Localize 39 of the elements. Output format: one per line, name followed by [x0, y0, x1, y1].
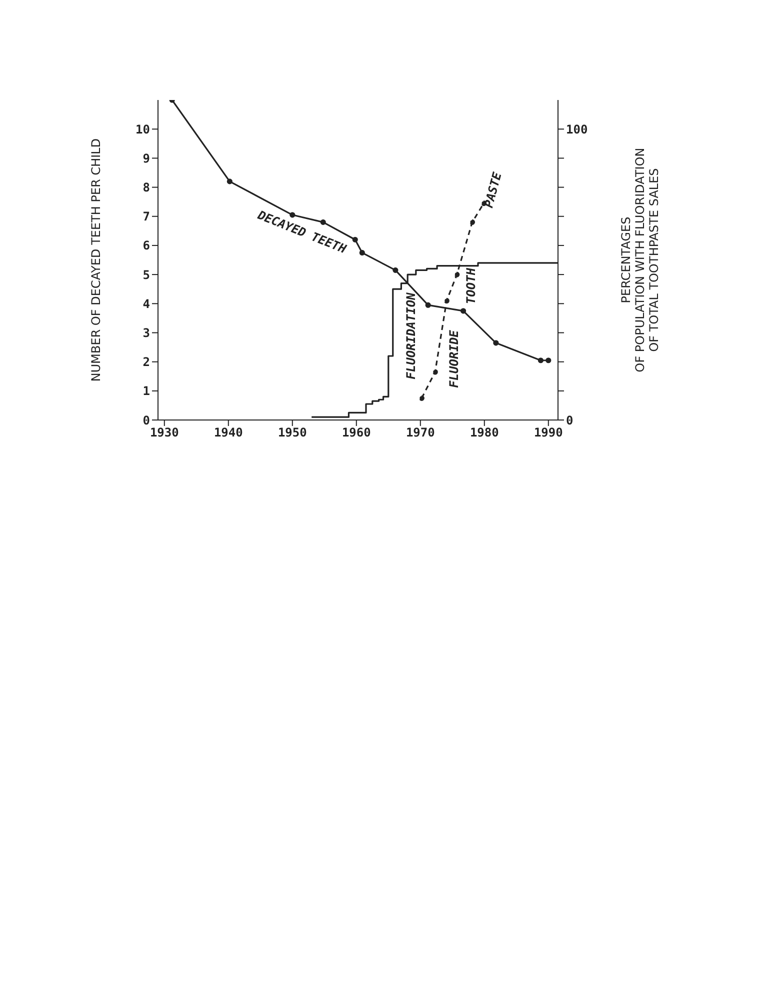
y-tick-label: 5 — [142, 268, 150, 282]
y-tick-label: 6 — [142, 238, 150, 253]
text: FLUORIDE TOOTH PASTE — [446, 170, 504, 388]
y2-tick-label: 0 — [566, 413, 574, 428]
point — [454, 272, 460, 278]
point — [352, 236, 358, 242]
x-tick-label: 1950 — [278, 426, 307, 440]
point — [392, 267, 398, 273]
y-tick-label: 0 — [142, 413, 150, 428]
y-tick-label: 10 — [136, 122, 150, 136]
point — [320, 219, 326, 225]
point — [538, 358, 544, 364]
x-tick-label: 1990 — [534, 426, 563, 440]
point — [546, 358, 552, 364]
text: FLUORIDATION — [404, 292, 418, 379]
x-tick-label: 1970 — [406, 426, 435, 440]
y-tick-label: 2 — [142, 355, 150, 370]
point — [425, 302, 431, 308]
y-tick-label: 4 — [142, 296, 150, 311]
y-tick-label: 9 — [142, 151, 150, 166]
y2-tick-label: 100 — [566, 122, 588, 136]
x-tick-label: 1980 — [470, 426, 499, 440]
y-tick-label: 8 — [142, 180, 150, 195]
x-tick-label: 1940 — [214, 426, 243, 440]
y-tick-label: 7 — [142, 210, 150, 224]
point — [469, 219, 476, 225]
x-tick-label: 1960 — [342, 426, 371, 440]
point — [432, 369, 438, 375]
point — [460, 308, 466, 314]
point — [226, 178, 232, 184]
point — [444, 298, 450, 304]
y-axis-title: NUMBER OF DECAYED TEETH PER CHILD — [89, 138, 103, 382]
y-tick-label: 1 — [142, 384, 150, 398]
point — [359, 250, 365, 256]
y2-axis-title: PERCENTAGES OF POPULATION WITH FLUORIDATION OF TOTAL TOOTHPASTE SALES — [619, 148, 661, 372]
point — [418, 395, 424, 401]
y-tick-label: 3 — [142, 326, 150, 340]
x-tick-label: 1930 — [150, 426, 179, 440]
point — [493, 340, 499, 346]
